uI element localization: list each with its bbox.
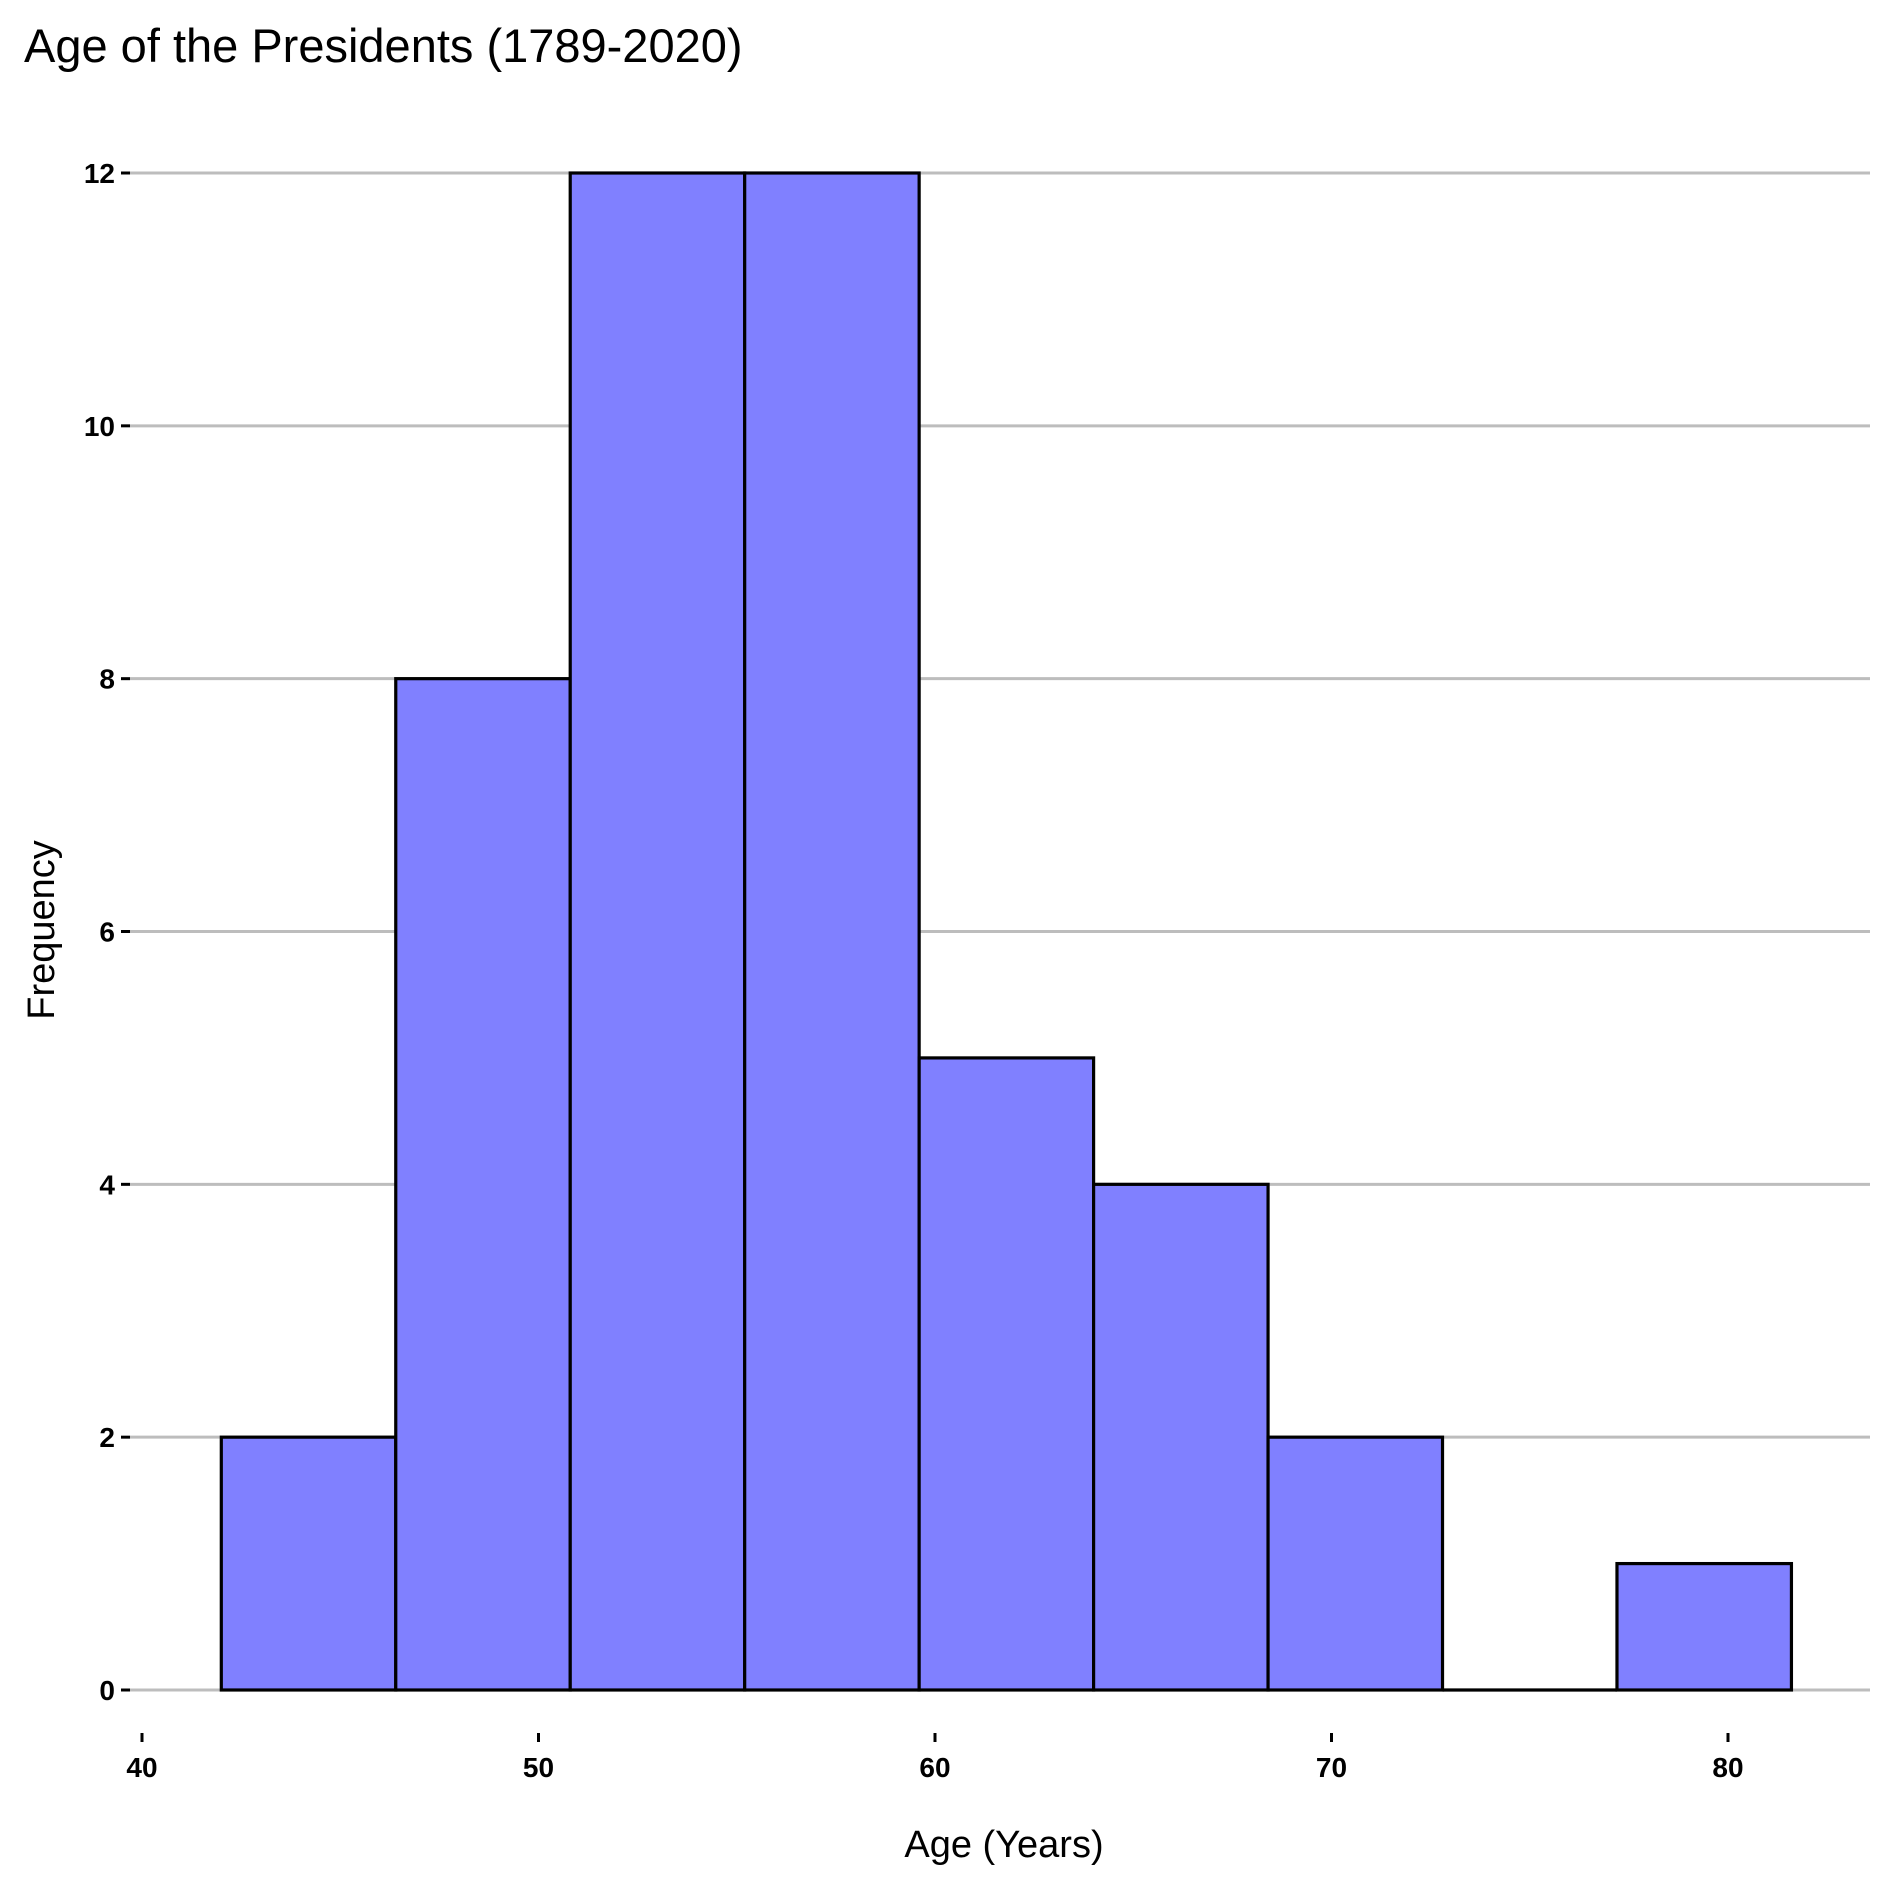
y-tick-label: 0 [99,1675,115,1706]
x-axis-title: Age (Years) [904,1824,1103,1866]
x-tick-label: 80 [1712,1752,1743,1783]
x-tick-label: 40 [126,1752,157,1783]
x-tick-label: 50 [523,1752,554,1783]
y-tick-label: 2 [99,1422,115,1453]
histogram-bar [568,171,747,1692]
x-tick-label: 60 [919,1752,950,1783]
y-axis: 0 2 4 6 8 10 12 [84,158,130,1706]
histogram-bar [1266,1435,1445,1692]
histogram-bar [743,171,921,1692]
histogram-bar [1615,1561,1794,1692]
y-tick-label: 8 [99,664,115,695]
y-tick-label: 4 [99,1169,115,1200]
x-tick-label: 70 [1316,1752,1347,1783]
y-tick-label: 12 [84,158,115,189]
y-axis-title: Frequency [21,840,63,1020]
histogram-bar [917,1056,1096,1692]
bars [219,171,1794,1692]
x-axis: 40 50 60 70 80 [126,1733,1744,1783]
y-tick-label: 6 [99,917,115,948]
histogram-bar [1091,1182,1270,1692]
y-tick-label: 10 [84,411,115,442]
chart-title: Age of the Presidents (1789-2020) [24,19,743,72]
histogram-bar [219,1435,398,1692]
histogram-bar [394,677,572,1692]
